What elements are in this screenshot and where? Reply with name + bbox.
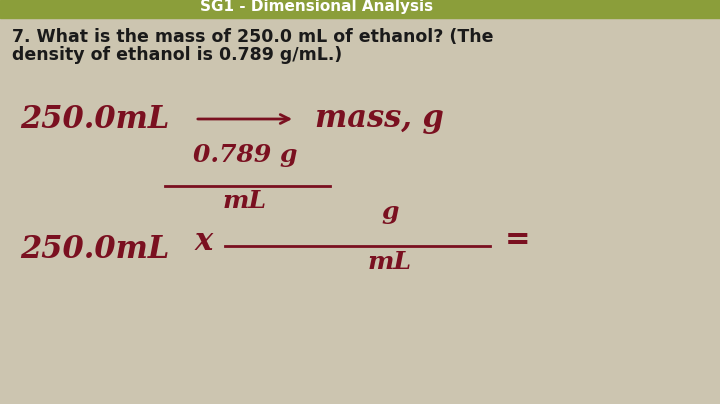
Text: SG1 - Dimensional Analysis: SG1 - Dimensional Analysis: [200, 0, 433, 15]
Text: =: =: [505, 225, 531, 257]
Text: 250.0mL: 250.0mL: [20, 234, 169, 265]
Text: mass, g: mass, g: [315, 103, 444, 135]
Text: mL: mL: [223, 189, 267, 213]
Text: g: g: [382, 200, 399, 224]
Text: 7. What is the mass of 250.0 mL of ethanol? (The: 7. What is the mass of 250.0 mL of ethan…: [12, 28, 493, 46]
Text: mL: mL: [368, 250, 412, 274]
Text: x: x: [195, 225, 213, 257]
Text: 0.789 g: 0.789 g: [193, 143, 297, 167]
Bar: [0, 0, 720, 18]
Text: density of ethanol is 0.789 g/mL.): density of ethanol is 0.789 g/mL.): [12, 46, 342, 64]
Text: 250.0mL: 250.0mL: [20, 103, 169, 135]
